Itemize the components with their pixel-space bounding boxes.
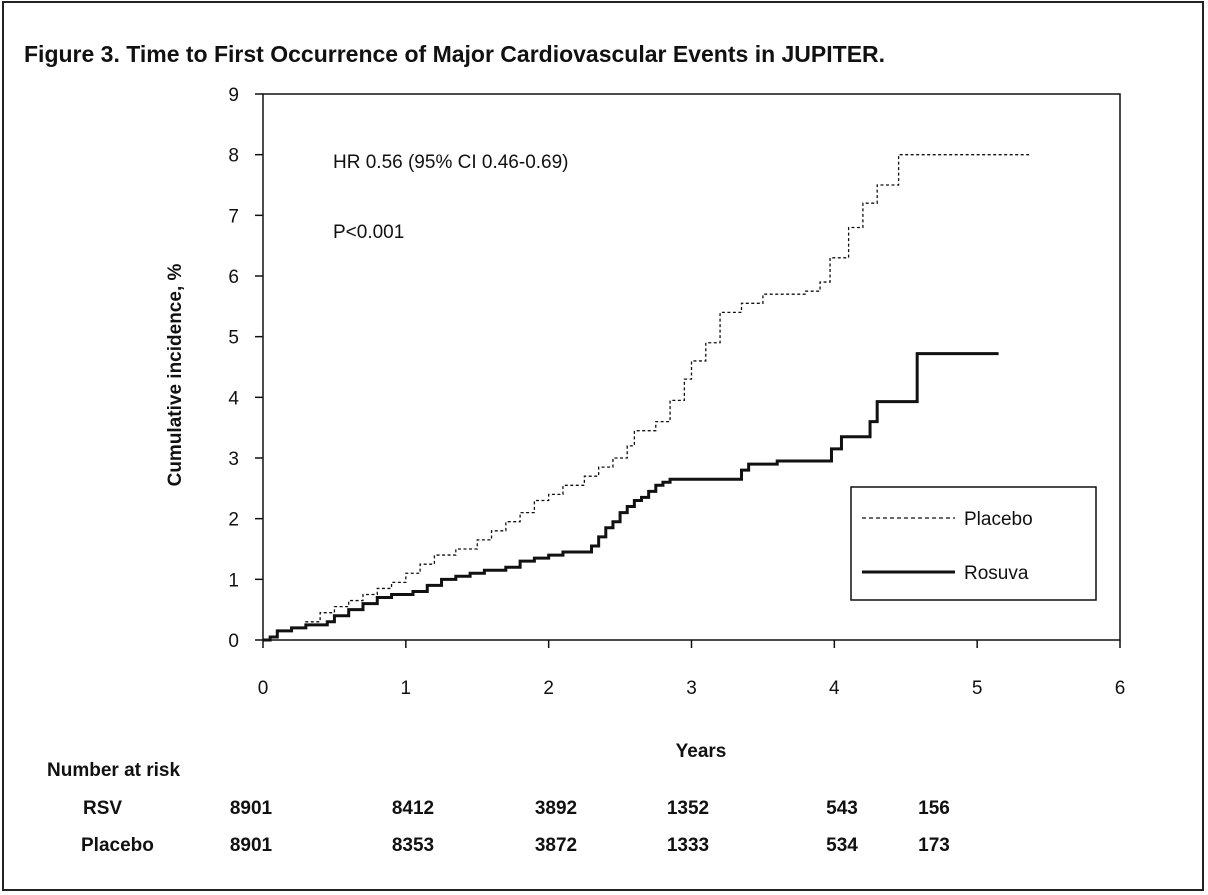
risk-cell-rsv: 1352 bbox=[666, 798, 710, 819]
x-tick-label: 0 bbox=[258, 678, 269, 699]
risk-cell-rsv: 3892 bbox=[534, 798, 578, 819]
legend-box bbox=[850, 486, 1097, 601]
p-value-annotation: P<0.001 bbox=[333, 222, 404, 243]
figure-title: Figure 3. Time to First Occurrence of Ma… bbox=[24, 41, 886, 67]
legend-label-placebo: Placebo bbox=[964, 509, 1033, 530]
risk-cell-placebo: 173 bbox=[918, 835, 950, 856]
x-tick-label: 6 bbox=[1115, 678, 1126, 699]
legend: Placebo Rosuva bbox=[850, 486, 1097, 601]
y-tick-label: 3 bbox=[228, 449, 239, 470]
risk-row-label-placebo: Placebo bbox=[81, 835, 154, 856]
risk-cell-rsv: 8412 bbox=[391, 798, 435, 819]
x-tick-label: 2 bbox=[543, 678, 554, 699]
risk-cell-placebo: 8901 bbox=[229, 835, 273, 856]
number-at-risk-title: Number at risk bbox=[47, 760, 181, 781]
y-tick-label: 6 bbox=[228, 267, 239, 288]
y-tick-label: 9 bbox=[228, 85, 239, 106]
risk-cell-rsv: 543 bbox=[826, 798, 858, 819]
risk-cell-placebo: 534 bbox=[826, 835, 858, 856]
x-tick-label: 5 bbox=[972, 678, 983, 699]
y-tick-label: 8 bbox=[228, 146, 239, 167]
hr-annotation: HR 0.56 (95% CI 0.46-0.69) bbox=[333, 152, 569, 173]
series-line-rosuva bbox=[263, 352, 999, 642]
risk-cell-placebo: 8353 bbox=[391, 835, 435, 856]
risk-cell-placebo: 1333 bbox=[666, 835, 710, 856]
risk-cell-rsv: 156 bbox=[918, 798, 950, 819]
y-tick-label: 2 bbox=[228, 510, 239, 531]
risk-row-label-rsv: RSV bbox=[83, 798, 123, 819]
plot-axes: 0 1 2 3 4 5 6 7 8 9 0 1 2 3 4 5 6 bbox=[228, 85, 1125, 699]
y-tick-label: 4 bbox=[228, 388, 239, 409]
y-tick-label: 0 bbox=[228, 631, 239, 652]
series-layer bbox=[263, 154, 1032, 642]
x-tick-label: 4 bbox=[829, 678, 840, 699]
x-tick-label: 1 bbox=[401, 678, 412, 699]
risk-cell-placebo: 3872 bbox=[534, 835, 578, 856]
legend-label-rosuva: Rosuva bbox=[964, 563, 1029, 584]
y-axis-label: Cumulative incidence, % bbox=[165, 264, 186, 487]
y-tick-label: 1 bbox=[228, 570, 239, 591]
y-tick-label: 7 bbox=[228, 206, 239, 227]
x-tick-label: 3 bbox=[686, 678, 697, 699]
risk-cell-rsv: 8901 bbox=[229, 798, 273, 819]
y-tick-label: 5 bbox=[228, 328, 239, 349]
x-axis-label: Years bbox=[676, 741, 727, 762]
